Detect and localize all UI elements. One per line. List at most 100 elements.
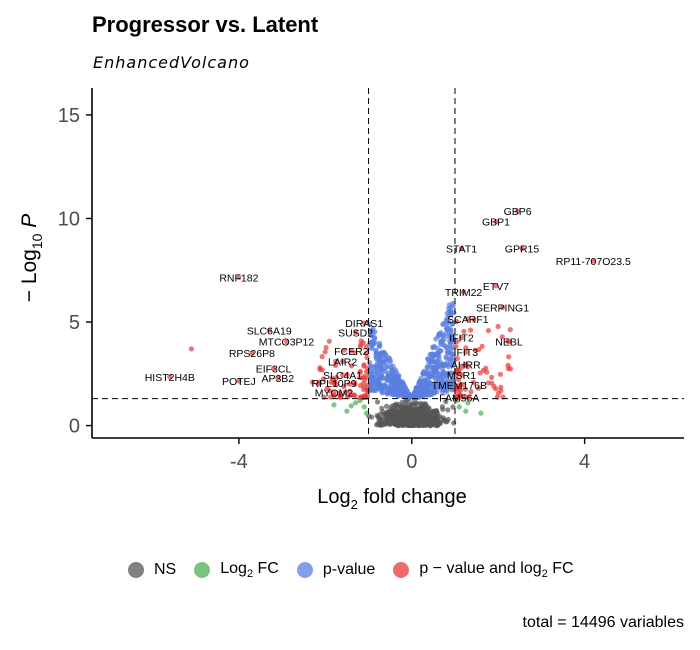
gene-label: STAT1 [446, 244, 477, 256]
data-point [446, 325, 452, 331]
data-point [352, 350, 358, 356]
data-point [358, 338, 364, 344]
data-point [427, 422, 433, 429]
data-point [493, 283, 499, 289]
data-point [457, 387, 464, 393]
data-point [458, 335, 465, 341]
gene-label: SUSD2 [338, 327, 373, 339]
data-point [379, 405, 385, 411]
data-point [360, 381, 366, 387]
gene-label: RPS26P8 [229, 348, 275, 360]
legend-label-pvalue: p-value [322, 561, 376, 579]
data-point [329, 375, 335, 381]
data-point [443, 380, 449, 386]
data-point [402, 415, 408, 421]
gene-label: FAM56A [439, 393, 479, 405]
data-point [445, 318, 451, 324]
data-point [442, 343, 448, 349]
data-point [413, 400, 420, 406]
data-point [493, 219, 499, 225]
data-point [493, 386, 499, 392]
x-tick-label: -4 [230, 451, 248, 473]
data-point [456, 404, 462, 410]
data-point [439, 404, 445, 410]
data-point [465, 400, 471, 406]
legend-item-pvalue: p-value [296, 561, 376, 579]
data-point [341, 347, 347, 353]
gene-label: SLC4A1 [323, 370, 362, 382]
data-point [451, 420, 457, 426]
data-point [454, 355, 460, 362]
data-point [506, 354, 512, 360]
data-point [331, 402, 337, 408]
data-point [425, 356, 431, 362]
data-point [405, 422, 411, 428]
data-point [402, 387, 408, 393]
data-point [336, 390, 343, 396]
data-point [422, 377, 428, 383]
data-point [357, 368, 363, 374]
data-point [417, 406, 423, 412]
data-point [309, 379, 316, 385]
data-point [455, 377, 462, 383]
data-point [352, 381, 358, 387]
data-point [417, 378, 423, 384]
data-point [363, 350, 369, 356]
data-point [427, 387, 433, 393]
data-point [406, 411, 412, 417]
data-point [445, 407, 451, 413]
data-point [475, 385, 482, 391]
data-point [423, 414, 429, 420]
data-point [499, 334, 505, 340]
data-point [433, 336, 439, 342]
data-point [384, 377, 390, 383]
y-tick-label: 10 [58, 208, 80, 230]
data-point [344, 408, 350, 414]
data-point [439, 362, 445, 368]
data-point [275, 375, 281, 381]
data-point [462, 394, 468, 400]
data-point [390, 407, 397, 413]
data-point [498, 384, 504, 390]
data-point [236, 274, 242, 281]
data-point [471, 317, 477, 323]
data-point [433, 413, 439, 419]
data-point [515, 208, 521, 214]
data-point [361, 320, 367, 326]
legend-label-pvalue-and-fc: p − value and log2 FC [419, 560, 574, 581]
data-point [351, 392, 357, 398]
data-point [484, 369, 490, 375]
x-axis-title: Log2 fold change [317, 486, 467, 512]
data-point [433, 384, 439, 390]
data-point [346, 381, 352, 387]
data-point [379, 370, 385, 376]
gene-label: SLC6A19 [247, 325, 292, 337]
data-point [366, 360, 373, 366]
data-point [392, 367, 398, 373]
data-point [409, 419, 416, 425]
data-point [465, 316, 471, 322]
legend-item-ns: NS [128, 561, 176, 579]
data-point [413, 412, 419, 418]
data-point [342, 389, 348, 396]
gene-label: LAIR2 [328, 356, 357, 368]
data-point [369, 387, 375, 393]
chart-subtitle: EnhancedVolcano [93, 53, 250, 72]
legend-dot-log2fc [194, 562, 211, 579]
data-point [369, 328, 375, 334]
data-point [361, 404, 367, 410]
data-point [499, 304, 506, 311]
data-point [590, 258, 596, 264]
data-point [463, 408, 469, 414]
data-point [446, 364, 452, 370]
cutoff-lines [92, 88, 684, 438]
data-point [332, 362, 339, 368]
gene-label: MTCO3P12 [259, 337, 315, 349]
gene-label: EIF3CL [256, 364, 292, 376]
legend-item-pvalue-and-fc: p − value and log2 FC [393, 560, 574, 581]
data-point [348, 403, 354, 409]
data-point [376, 340, 383, 346]
data-point [441, 320, 447, 327]
data-point [463, 361, 469, 368]
